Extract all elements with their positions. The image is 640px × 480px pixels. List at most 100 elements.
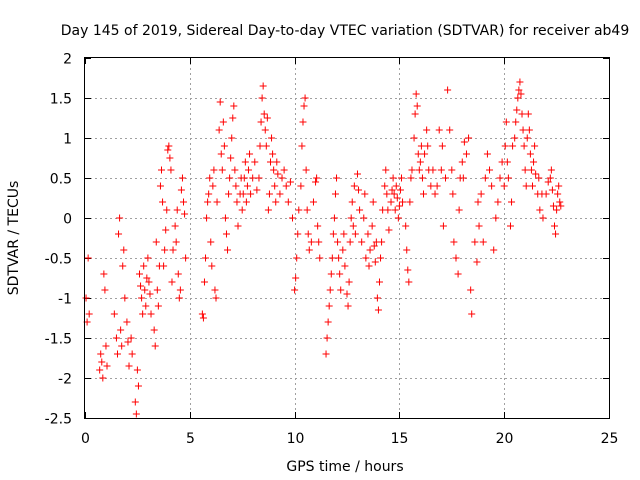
data-point (263, 114, 271, 122)
data-point (198, 310, 206, 318)
data-point (134, 382, 142, 390)
data-point (535, 174, 543, 182)
data-point (232, 182, 240, 190)
data-point (266, 158, 274, 166)
data-point (327, 270, 335, 278)
data-point (502, 118, 510, 126)
data-point (161, 246, 169, 254)
data-point (549, 202, 557, 210)
data-point (350, 182, 358, 190)
data-point (200, 278, 208, 286)
data-point (162, 226, 170, 234)
data-point (325, 302, 333, 310)
data-point (516, 78, 524, 86)
data-point (496, 174, 504, 182)
data-point (143, 274, 151, 282)
data-point (526, 150, 534, 158)
data-point (180, 198, 188, 206)
data-point (292, 274, 300, 282)
data-point (397, 174, 405, 182)
data-point (276, 190, 284, 198)
data-point (364, 230, 372, 238)
data-point (138, 294, 146, 302)
data-point (264, 206, 272, 214)
data-point (506, 222, 514, 230)
data-point (286, 178, 294, 186)
data-point (154, 302, 162, 310)
data-point (500, 182, 508, 190)
data-point (312, 178, 320, 186)
data-point (490, 246, 498, 254)
data-point (167, 166, 175, 174)
data-point (335, 254, 343, 262)
data-point (207, 238, 215, 246)
x-tick-labels: 0 5 10 15 20 25 (81, 431, 618, 447)
data-point (211, 286, 219, 294)
data-point (305, 246, 313, 254)
data-point (329, 230, 337, 238)
data-point (152, 238, 160, 246)
data-point (213, 198, 221, 206)
data-point (345, 278, 353, 286)
data-point (110, 310, 118, 318)
data-point (431, 190, 439, 198)
data-point (514, 94, 522, 102)
data-point (278, 174, 286, 182)
data-point (336, 270, 344, 278)
data-point (358, 238, 366, 246)
data-point (479, 238, 487, 246)
data-point (351, 230, 359, 238)
data-point (120, 246, 128, 254)
data-point (218, 166, 226, 174)
data-point (423, 126, 431, 134)
data-point (202, 254, 210, 262)
data-point (437, 166, 445, 174)
data-point (389, 174, 397, 182)
data-point (465, 134, 473, 142)
data-point (517, 90, 525, 98)
data-point (414, 150, 422, 158)
data-point (411, 110, 419, 118)
data-point (103, 362, 111, 370)
data-point (508, 198, 516, 206)
data-point (212, 294, 220, 302)
data-point (231, 166, 239, 174)
data-point (405, 278, 413, 286)
data-point (294, 230, 302, 238)
data-point (391, 206, 399, 214)
data-point (326, 286, 334, 294)
data-point (256, 142, 264, 150)
data-point (328, 254, 336, 262)
y-axis-label: SDTVAR / TECUs (6, 181, 22, 296)
data-point (164, 146, 172, 154)
data-point (442, 174, 450, 182)
data-point (270, 166, 278, 174)
data-point (145, 278, 153, 286)
data-point (504, 174, 512, 182)
data-point (384, 206, 392, 214)
data-point (546, 174, 554, 182)
data-point (284, 198, 292, 206)
data-point (135, 270, 143, 278)
data-point (343, 290, 351, 298)
data-point (280, 166, 288, 174)
data-point (554, 190, 562, 198)
data-point (82, 294, 90, 302)
data-point (331, 190, 339, 198)
data-point (415, 166, 423, 174)
data-point (131, 398, 139, 406)
data-point (221, 214, 229, 222)
data-point (355, 186, 363, 194)
data-point (449, 190, 457, 198)
data-point (176, 286, 184, 294)
data-point (297, 182, 305, 190)
data-point (166, 154, 174, 162)
data-point (199, 314, 207, 322)
data-point (233, 198, 241, 206)
data-point (258, 94, 266, 102)
data-point (227, 154, 235, 162)
data-point (387, 198, 395, 206)
data-point (229, 114, 237, 122)
data-point (246, 150, 254, 158)
data-point (385, 226, 393, 234)
